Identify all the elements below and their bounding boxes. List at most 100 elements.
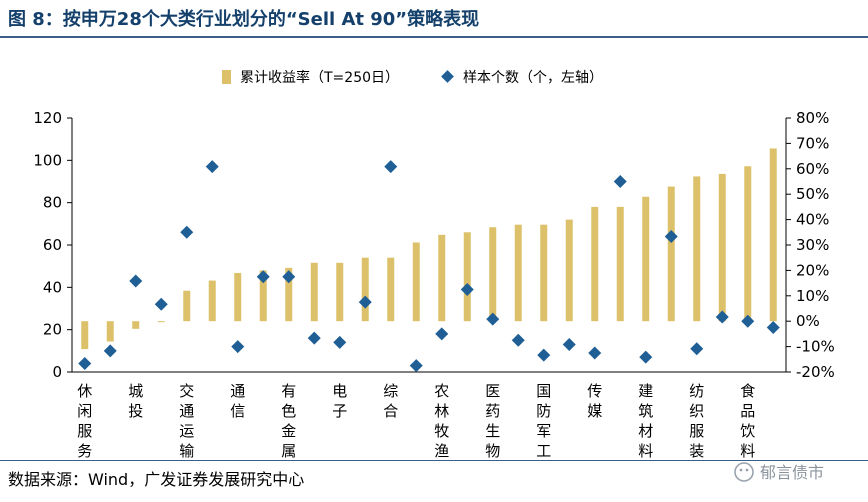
return-bar (438, 234, 446, 322)
sample-count-point (741, 314, 755, 328)
x-tick-label: 农林牧渔 (434, 382, 449, 460)
sample-count-point (690, 342, 704, 356)
x-tick-label: 纺织服装 (689, 382, 704, 460)
x-tick-label: 建筑材料 (638, 382, 653, 460)
sample-count-point (562, 337, 576, 351)
right-tick-label: 80% (796, 109, 829, 127)
plot-area: 0 20 40 60 80 100 120 -20% -10% 0% 10% 20% 30% 40% 50%… (33, 109, 834, 460)
sample-count-point (78, 357, 92, 371)
right-tick-label: 20% (796, 261, 829, 279)
right-tick-label: 70% (796, 134, 829, 152)
return-bar (591, 206, 599, 322)
x-tick-label: 国防军工 (536, 382, 551, 460)
right-tick-label: 50% (796, 185, 829, 203)
sample-count-point (333, 335, 347, 349)
sample-count-point (435, 327, 449, 341)
return-bar (132, 321, 140, 329)
left-tick-label: 0 (52, 363, 62, 381)
left-tick-label: 60 (43, 236, 62, 254)
sample-count-point (511, 333, 525, 347)
left-tick-label: 120 (33, 109, 62, 127)
watermark-text: 郁言债市 (760, 463, 824, 482)
return-bar (412, 242, 420, 322)
right-tick-label: 60% (796, 160, 829, 178)
return-bar (565, 219, 573, 322)
chart: 累计收益率（T=250日） 样本个数（个，左轴） 0 20 40 60 80 100 120… (33, 69, 834, 460)
sample-count-point (256, 270, 270, 284)
footer-rule (0, 460, 868, 461)
legend: 累计收益率（T=250日） 样本个数（个，左轴） (222, 69, 603, 86)
sample-count-point (129, 274, 143, 288)
sample-count-point (205, 160, 219, 174)
x-tick-label: 有色金属 (281, 382, 296, 460)
return-bar (157, 321, 165, 323)
return-bar (744, 166, 752, 322)
x-tick-label: 休闲服务 (77, 382, 92, 460)
left-tick-label: 40 (43, 278, 62, 296)
title-rule (0, 36, 868, 38)
sample-count-point (180, 225, 194, 239)
return-bar (616, 206, 624, 322)
legend-bar-swatch (222, 70, 231, 84)
return-bar (693, 176, 701, 322)
legend-diamond-swatch (441, 70, 454, 83)
return-bar (514, 224, 522, 322)
sample-count-point (231, 340, 245, 354)
return-bar (387, 257, 395, 322)
left-tick-label: 80 (43, 194, 62, 212)
sample-count-point (537, 348, 551, 362)
chart-title: 图 8：按申万28个大类行业划分的“Sell At 90”策略表现 (8, 9, 480, 30)
return-bar (718, 173, 726, 322)
right-tick-label: 0% (796, 312, 820, 330)
return-bar (183, 290, 191, 322)
left-tick-label: 100 (33, 151, 62, 169)
right-tick-label: 10% (796, 287, 829, 305)
right-tick-label: -20% (796, 363, 835, 381)
sample-count-point (588, 346, 602, 360)
x-tick-label: 电子 (332, 382, 347, 420)
source-note: 数据来源：Wind，广发证券发展研究中心 (8, 470, 305, 489)
return-bar (361, 257, 369, 322)
x-tick-label: 综合 (383, 382, 398, 420)
return-bar (208, 280, 216, 322)
x-tick-label: 医药生物 (485, 382, 500, 460)
sample-count-point (307, 331, 321, 345)
x-tick-label: 交通运输 (179, 382, 194, 460)
sample-count-point (384, 160, 398, 174)
return-bar (310, 262, 318, 322)
return-bar (540, 224, 548, 322)
return-bar (106, 321, 114, 342)
legend-scatter-label: 样本个数（个，左轴） (463, 70, 603, 86)
return-bar (285, 267, 293, 322)
return-bar (489, 227, 497, 322)
right-tick-label: -10% (796, 338, 835, 356)
return-bar (642, 196, 650, 322)
watermark-logo-icon (734, 462, 754, 482)
sample-count-point (639, 350, 653, 364)
sample-count-point (486, 312, 500, 326)
return-bar (336, 262, 344, 322)
return-bar (259, 270, 267, 322)
x-tick-label: 食品饮料 (740, 382, 755, 460)
right-tick-label: 40% (796, 211, 829, 229)
x-tick-label: 传媒 (587, 382, 602, 420)
sample-count-point (715, 310, 729, 324)
left-tick-label: 20 (43, 321, 62, 339)
legend-bar-label: 累计收益率（T=250日） (240, 69, 399, 86)
sample-count-point (103, 344, 117, 358)
sample-count-point (409, 359, 423, 373)
sample-count-point (613, 175, 627, 188)
sample-count-point (358, 295, 372, 309)
sample-count-point (154, 297, 168, 311)
right-tick-label: 30% (796, 236, 829, 254)
return-bar (667, 186, 675, 322)
x-tick-label: 城投 (128, 382, 143, 420)
sample-count-point (282, 270, 296, 284)
return-bar (463, 232, 471, 322)
x-tick-label: 通信 (230, 382, 245, 420)
sample-count-point (766, 321, 780, 335)
return-bar (81, 321, 89, 350)
return-bar (769, 148, 777, 322)
sample-count-point (460, 282, 474, 296)
watermark: 郁言债市 (734, 462, 824, 482)
